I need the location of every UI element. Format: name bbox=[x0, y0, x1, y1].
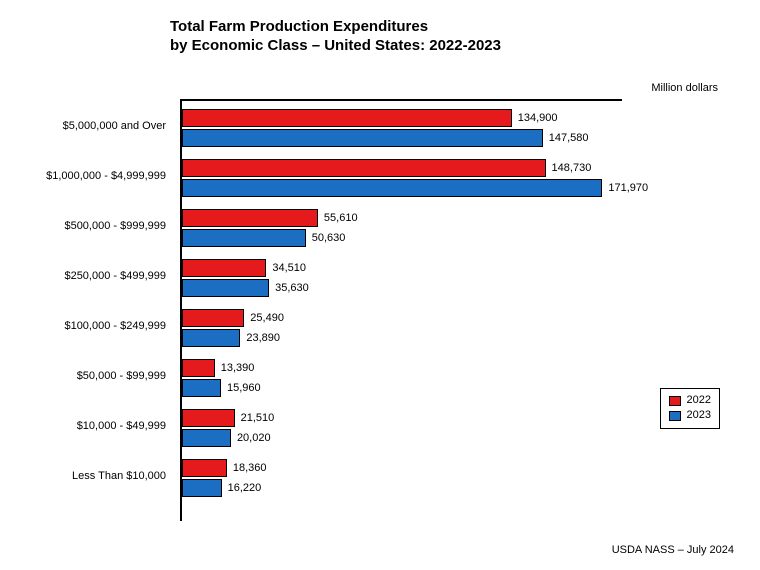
bar-value-label: 147,580 bbox=[549, 132, 589, 144]
bar-value-label: 23,890 bbox=[246, 332, 280, 344]
bar bbox=[182, 429, 231, 447]
bar bbox=[182, 159, 546, 177]
legend-swatch bbox=[669, 411, 681, 421]
bar bbox=[182, 479, 222, 497]
bar-value-label: 134,900 bbox=[518, 112, 558, 124]
chart-title-line1: Total Farm Production Expenditures bbox=[170, 18, 501, 37]
chart-page: Total Farm Production Expenditures by Ec… bbox=[0, 0, 760, 570]
y-axis-category-label: $1,000,000 - $4,999,999 bbox=[16, 170, 166, 182]
bar bbox=[182, 259, 266, 277]
bar-value-label: 20,020 bbox=[237, 432, 271, 444]
bar-value-label: 25,490 bbox=[250, 312, 284, 324]
plot-area: 134,900147,580148,730171,97055,61050,630… bbox=[180, 99, 622, 521]
bar-value-label: 34,510 bbox=[272, 262, 306, 274]
bar bbox=[182, 309, 244, 327]
bar bbox=[182, 109, 512, 127]
bar bbox=[182, 129, 543, 147]
bar-value-label: 50,630 bbox=[312, 232, 346, 244]
y-axis-category-label: $10,000 - $49,999 bbox=[16, 420, 166, 432]
y-axis-category-label: $100,000 - $249,999 bbox=[16, 320, 166, 332]
y-axis-category-label: $500,000 - $999,999 bbox=[16, 220, 166, 232]
chart-title: Total Farm Production Expenditures by Ec… bbox=[170, 18, 501, 56]
bar bbox=[182, 279, 269, 297]
y-axis-category-label: $250,000 - $499,999 bbox=[16, 270, 166, 282]
legend: 20222023 bbox=[660, 388, 720, 429]
bar-value-label: 55,610 bbox=[324, 212, 358, 224]
legend-item: 2023 bbox=[669, 408, 711, 423]
unit-label: Million dollars bbox=[651, 82, 718, 94]
bar-value-label: 21,510 bbox=[241, 412, 275, 424]
y-axis-labels: $5,000,000 and Over$1,000,000 - $4,999,9… bbox=[20, 99, 174, 519]
y-axis-category-label: $5,000,000 and Over bbox=[16, 120, 166, 132]
bar-value-label: 35,630 bbox=[275, 282, 309, 294]
bar bbox=[182, 329, 240, 347]
bar-value-label: 16,220 bbox=[228, 482, 262, 494]
source-label: USDA NASS – July 2024 bbox=[612, 544, 734, 556]
bar bbox=[182, 359, 215, 377]
bar-value-label: 13,390 bbox=[221, 362, 255, 374]
y-axis-category-label: Less Than $10,000 bbox=[16, 470, 166, 482]
bar-value-label: 18,360 bbox=[233, 462, 267, 474]
bar-value-label: 171,970 bbox=[608, 182, 648, 194]
bar bbox=[182, 459, 227, 477]
bar bbox=[182, 409, 235, 427]
legend-label: 2023 bbox=[687, 408, 711, 423]
bar bbox=[182, 379, 221, 397]
legend-swatch bbox=[669, 396, 681, 406]
bar-value-label: 148,730 bbox=[552, 162, 592, 174]
bar bbox=[182, 179, 602, 197]
bar-value-label: 15,960 bbox=[227, 382, 261, 394]
chart-title-line2: by Economic Class – United States: 2022-… bbox=[170, 37, 501, 56]
legend-item: 2022 bbox=[669, 393, 711, 408]
bar bbox=[182, 209, 318, 227]
bar bbox=[182, 229, 306, 247]
legend-label: 2022 bbox=[687, 393, 711, 408]
y-axis-category-label: $50,000 - $99,999 bbox=[16, 370, 166, 382]
